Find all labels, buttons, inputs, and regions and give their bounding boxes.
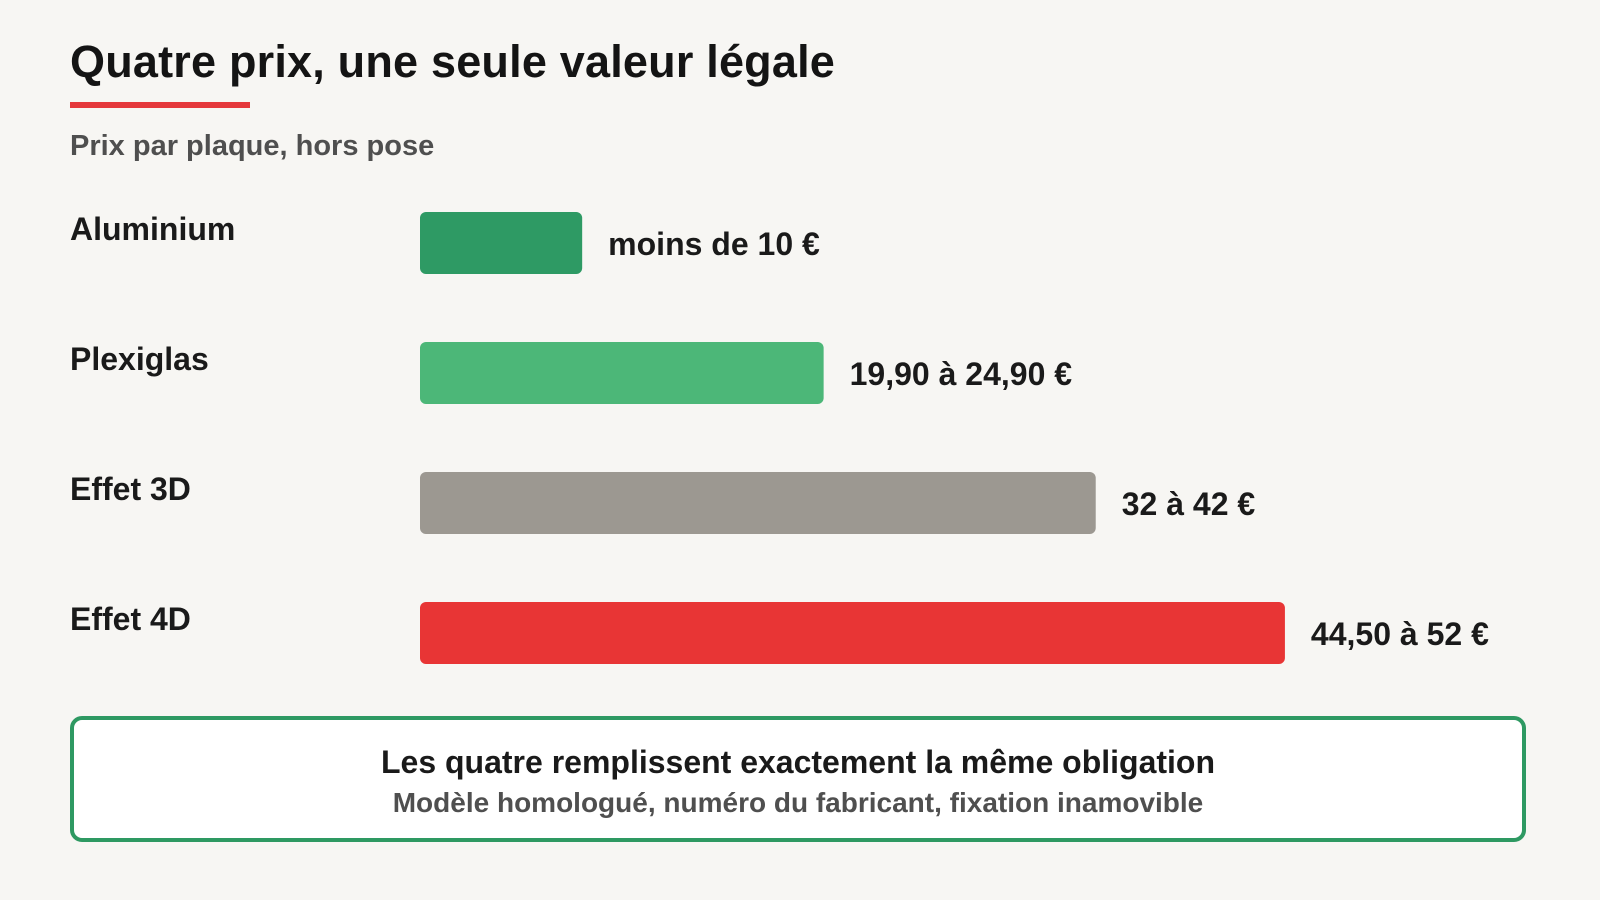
category-label-effet-3d: Effet 3D [70,471,191,507]
bar-effet-4d [420,602,1285,664]
bar-plexiglas [420,342,824,404]
chart-title: Quatre prix, une seule valeur légale [70,36,836,87]
value-label-effet-3d: 32 à 42 € [1122,486,1256,522]
category-label-effet-4d: Effet 4D [70,601,191,637]
bar-effet-3d [420,472,1096,534]
note-box: Les quatre remplissent exactement la mêm… [70,716,1526,842]
value-label-aluminium: moins de 10 € [608,226,820,262]
title-underline [70,102,250,108]
value-label-effet-4d: 44,50 à 52 € [1311,616,1489,652]
bar-aluminium [420,212,583,274]
chart-subtitle: Prix par plaque, hors pose [70,130,435,162]
bar-chart: Aluminium moins de 10 € Plexiglas 19,90 à 2… [70,211,1489,664]
note-sub-text: Modèle homologué, numéro du fabricant, f… [392,787,1204,818]
value-label-plexiglas: 19,90 à 24,90 € [850,356,1073,392]
category-label-aluminium: Aluminium [70,211,235,247]
category-label-plexiglas: Plexiglas [70,341,209,377]
note-main-text: Les quatre remplissent exactement la mêm… [380,744,1216,780]
